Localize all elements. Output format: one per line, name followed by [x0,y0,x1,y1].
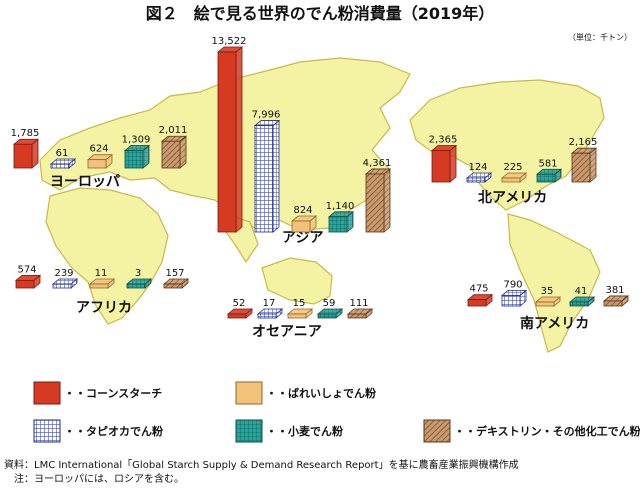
value-label-north-america-cornstarch: 2,365 [429,135,458,146]
bar-south-america-dextrin [602,295,630,307]
legend-item-wheat: ・・小麦でん粉 [235,419,343,443]
bar-asia-potato [290,215,318,233]
bar-south-america-potato [534,296,562,307]
value-label-oceania-wheat: 59 [323,298,336,309]
bar-africa-dextrin [162,278,190,289]
bar-europe-tapioca [49,158,77,169]
legend-label-tapioca: ・・タピオカでん粉 [64,424,163,438]
region-label-north-america: 北アメリカ [478,190,547,206]
bar-europe-wheat [123,144,151,169]
value-label-south-america-cornstarch: 475 [469,284,488,295]
bars-layer: 1,785 61 624 1,309 2,011 13,522 7,996 824 1,140 4… [11,36,630,319]
bar-europe-potato [86,153,114,169]
legend-item-dextrin: ・・デキストリン・その他化工でん粉 [423,419,640,443]
value-label-africa-wheat: 3 [135,268,141,279]
bar-africa-potato [88,278,116,289]
value-label-north-america-wheat: 581 [538,158,557,169]
africa-landmass [45,187,169,325]
value-label-south-america-tapioca: 790 [503,279,522,290]
bar-europe-dextrin [160,135,188,169]
unit-note: （単位：千トン） [568,32,632,42]
value-label-europe-tapioca: 61 [56,148,69,159]
bar-north-america-potato [500,172,528,183]
legend-swatch-cornstarch [33,381,61,405]
value-label-south-america-wheat: 41 [575,286,588,297]
value-label-africa-tapioca: 239 [54,268,73,279]
region-label-south-america: 南アメリカ [520,315,589,332]
legend-swatch-dextrin [423,419,451,443]
bar-north-america-wheat [535,168,563,183]
legend-item-tapioca: ・・タピオカでん粉 [33,419,163,443]
value-label-oceania-dextrin: 111 [349,298,368,309]
bar-north-america-cornstarch [430,144,458,183]
footnote: 注：ヨーロッパには、ロシアを含む。 [14,472,184,485]
bar-north-america-tapioca [465,172,493,183]
legend-label-wheat: ・・小麦でん粉 [266,424,343,438]
value-label-asia-dextrin: 4,361 [363,158,392,169]
legend-label-potato: ・・ばれいしょでん粉 [266,386,376,400]
value-label-asia-tapioca: 7,996 [252,110,281,121]
bar-south-america-cornstarch [466,293,494,307]
south-america-landmass [507,213,601,353]
value-label-oceania-potato: 15 [293,298,306,309]
legend-swatch-tapioca [33,419,61,443]
value-label-asia-cornstarch: 13,522 [212,36,247,47]
legend-label-cornstarch: ・・コーンスターチ [64,387,162,400]
legend-item-cornstarch: ・・コーンスターチ [33,381,162,405]
bar-north-america-dextrin [570,147,598,183]
legend-label-dextrin: ・・デキストリン・その他化工でん粉 [454,424,640,438]
region-label-asia: アジア [282,230,323,246]
bar-oceania-dextrin [346,308,374,319]
legend-item-potato: ・・ばれいしょでん粉 [235,381,376,405]
region-label-oceania: オセアニア [252,324,322,340]
bar-asia-cornstarch [216,46,244,233]
value-label-europe-potato: 624 [89,144,108,155]
value-label-europe-dextrin: 2,011 [159,125,188,136]
bar-europe-cornstarch [12,138,40,169]
legend: ・・コーンスターチ ・・ばれいしょでん粉・・タピオカでん粉 ・・小麦でん粉 ・・デキス… [33,381,640,443]
australia-landmass [261,257,333,305]
value-label-oceania-tapioca: 17 [263,298,276,309]
bar-asia-dextrin [364,168,392,233]
source-note: 資料：LMC International「Global Starch Suppl… [4,458,519,471]
bar-africa-cornstarch [14,274,42,289]
value-label-africa-potato: 11 [95,268,108,279]
bar-south-america-tapioca [500,289,528,307]
bar-oceania-cornstarch [226,308,254,319]
chart-title: 図２ 絵で見る世界のでん粉消費量（2019年） [146,4,495,23]
value-label-africa-cornstarch: 574 [17,264,36,275]
region-label-africa: アフリカ [76,300,132,316]
value-label-oceania-cornstarch: 52 [233,298,246,309]
value-label-asia-potato: 824 [293,205,312,216]
bar-south-america-wheat [568,296,596,307]
bar-africa-wheat [125,278,153,289]
bar-oceania-tapioca [256,308,284,319]
value-label-north-america-dextrin: 2,165 [569,137,598,148]
bar-africa-tapioca [51,278,79,289]
legend-swatch-potato [235,381,263,405]
bar-asia-wheat [327,210,355,233]
bar-oceania-wheat [316,308,344,319]
value-label-south-america-potato: 35 [541,286,554,297]
value-label-south-america-dextrin: 381 [605,285,624,296]
legend-swatch-wheat [235,419,263,443]
bar-asia-tapioca [253,119,281,233]
region-label-europe: ヨーロッパ [50,174,120,190]
value-label-europe-cornstarch: 1,785 [11,128,40,139]
bar-oceania-potato [286,308,314,319]
value-label-europe-wheat: 1,309 [122,135,151,146]
value-label-north-america-tapioca: 124 [468,162,487,173]
value-label-north-america-potato: 225 [503,162,522,173]
value-label-africa-dextrin: 157 [165,268,184,279]
value-label-asia-wheat: 1,140 [326,201,355,212]
